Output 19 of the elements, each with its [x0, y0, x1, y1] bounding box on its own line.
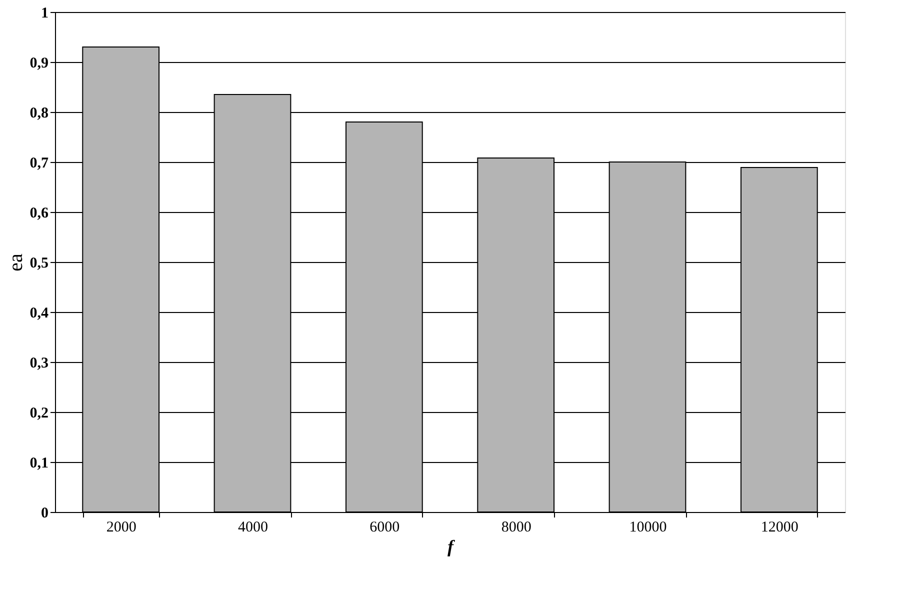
y-tick-label: 0,7: [30, 156, 49, 172]
x-tick-label: 10000: [629, 520, 667, 536]
y-tick-label: 0,5: [30, 256, 48, 272]
y-tick-label: 0,9: [30, 56, 48, 72]
y-tick-label: 0: [41, 506, 48, 522]
x-tick-label: 6000: [370, 520, 400, 536]
y-tick-label: 0,3: [30, 356, 48, 372]
y-tick-label: 0,6: [30, 206, 49, 222]
x-axis-title: f: [448, 536, 456, 556]
y-axis-title: ea: [4, 254, 27, 272]
y-tick-label: 0,8: [30, 106, 48, 122]
x-tick-label: 8000: [501, 520, 532, 536]
y-tick-label: 0,4: [30, 306, 49, 322]
y-tick-label: 0,2: [30, 406, 48, 422]
x-tick-label: 12000: [760, 520, 798, 536]
x-tick-label: 4000: [238, 520, 268, 536]
x-tick-label: 2000: [106, 520, 136, 536]
y-tick-label: 0,1: [30, 456, 48, 472]
y-tick-label: 1: [41, 6, 48, 22]
